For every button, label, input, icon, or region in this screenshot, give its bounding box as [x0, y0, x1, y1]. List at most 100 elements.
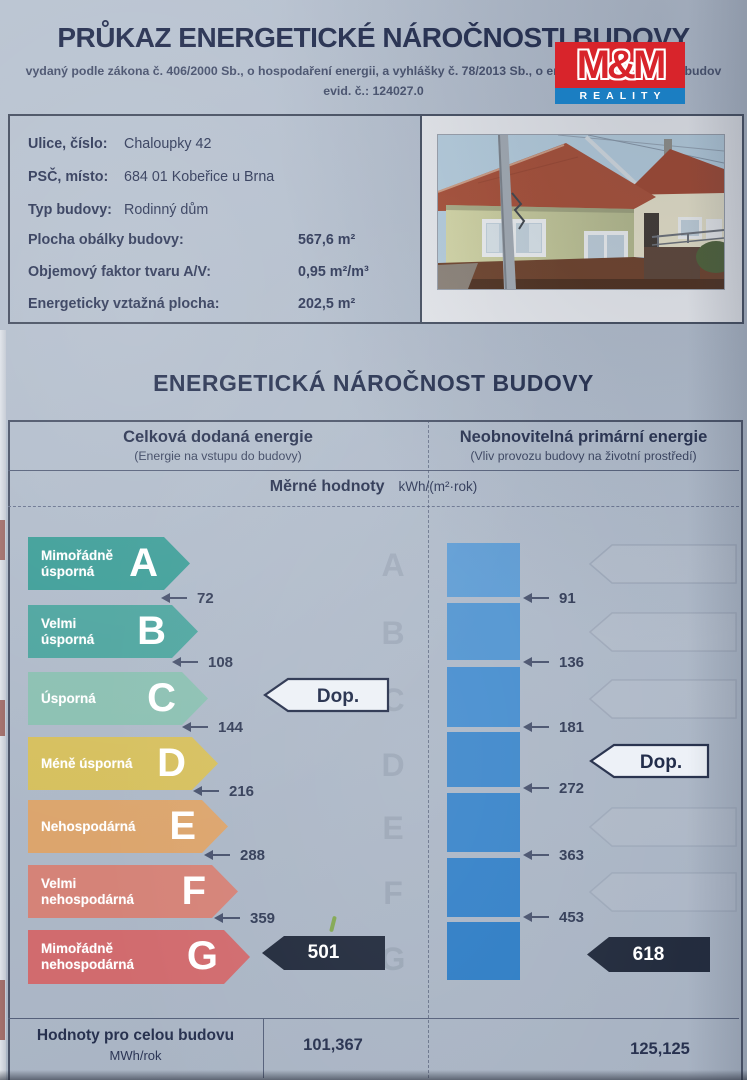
door	[644, 213, 659, 249]
info-row: Objemový faktor tvaru A/V: 0,95 m²/m³	[28, 264, 369, 280]
right-column-title: Neobnovitelná primární energie	[459, 428, 708, 446]
right-column-subtitle: (Vliv provozu budovy na životní prostřed…	[470, 449, 697, 463]
ghost-letter-d: D	[381, 747, 405, 783]
right-bar-e	[447, 793, 520, 852]
left-threshold-tick: 359	[214, 910, 275, 927]
column-divider-dashed	[428, 420, 429, 1078]
units-row: Měrné hodnoty kWh/(m²·rok)	[8, 478, 739, 496]
band-label: Úsporná	[41, 690, 96, 706]
left-arrow-icon	[214, 913, 240, 923]
chimney	[664, 139, 672, 155]
building-info-box: Ulice, číslo: Chaloupky 42 PSČ, místo: 6…	[8, 114, 422, 324]
ghost-arrow	[588, 679, 737, 719]
band-label: Mimořádně nehospodárná	[41, 941, 135, 972]
left-threshold-tick: 72	[161, 590, 214, 607]
mm-reality-logo: M&M REALITY	[555, 42, 685, 104]
edge-mark	[0, 980, 5, 1040]
band-letter-f: F	[181, 868, 206, 913]
left-arrow-icon	[523, 593, 549, 603]
band-label: Nehospodárná	[41, 818, 136, 834]
right-threshold-tick: 181	[523, 719, 584, 736]
band-letter-e: E	[169, 803, 196, 848]
value-indicator-right: 618	[587, 937, 710, 972]
left-arrow-icon	[523, 783, 549, 793]
main-roof	[438, 143, 656, 211]
energy-band-d: Méně úsporná D	[28, 737, 218, 790]
footer-divider	[263, 1018, 264, 1078]
divider	[8, 470, 739, 471]
divider	[8, 1018, 739, 1019]
band-letter-a: A	[129, 540, 158, 585]
left-threshold-tick: 288	[204, 847, 265, 864]
energy-band-c: Úsporná C	[28, 672, 208, 725]
recommended-arrow-right: Dop.	[589, 743, 710, 779]
pole-bracket	[511, 192, 526, 230]
edge-mark	[0, 700, 5, 736]
right-bar-b	[447, 603, 520, 660]
document-subtitle: vydaný podle zákona č. 406/2000 Sb., o h…	[25, 64, 722, 78]
left-arrow-icon	[161, 593, 187, 603]
band-letter-d: D	[157, 740, 186, 785]
divider-dashed	[8, 506, 739, 507]
recommended-arrow-left: Dop.	[263, 677, 390, 713]
document-evidence-number: evid. č.: 124027.0	[323, 84, 424, 98]
right-threshold-tick: 453	[523, 909, 584, 926]
svg-text:Dop.: Dop.	[640, 752, 682, 773]
band-label: Mimořádně úsporná	[41, 547, 114, 579]
value-indicator-left: 501	[262, 936, 385, 970]
footer-label: Hodnoty pro celou budovu	[36, 1027, 235, 1044]
footer-left-value: 101,367	[303, 1036, 363, 1054]
left-arrow-icon	[193, 786, 219, 796]
right-bar-f	[447, 858, 520, 917]
utility-pole	[498, 135, 516, 289]
footer-unit: MWh/rok	[109, 1048, 162, 1063]
logo-blue-bar: REALITY	[555, 88, 685, 104]
logo-mm-text: M&M	[576, 43, 667, 87]
building-photo	[437, 134, 725, 290]
right-bar-g	[447, 922, 520, 980]
ghost-arrow	[588, 872, 737, 912]
info-row: PSČ, místo: 684 01 Kobeřice u Brna	[28, 169, 275, 185]
energy-band-b: Velmi úsporná B	[28, 605, 198, 658]
right-bar-a	[447, 543, 520, 597]
left-arrow-icon	[182, 722, 208, 732]
svg-text:Dop.: Dop.	[317, 686, 359, 707]
ghost-letter-e: E	[382, 810, 404, 846]
band-label: Velmi úsporná	[41, 615, 95, 647]
energy-band-f: Velmi nehospodárná F	[28, 865, 238, 918]
energy-table-border	[8, 420, 743, 1080]
ghost-arrow	[588, 612, 737, 652]
info-row: Energeticky vztažná plocha: 202,5 m²	[28, 296, 356, 312]
band-label: Méně úsporná	[41, 755, 133, 771]
units-value: kWh/(m²·rok)	[398, 479, 478, 494]
band-letter-b: B	[137, 608, 166, 653]
left-arrow-icon	[523, 722, 549, 732]
right-threshold-tick: 363	[523, 847, 584, 864]
info-row: Ulice, číslo: Chaloupky 42	[28, 136, 212, 152]
ghost-letter-a: A	[381, 547, 405, 583]
ghost-arrow	[588, 807, 737, 847]
info-row: Typ budovy: Rodinný dům	[28, 202, 209, 218]
left-column-title: Celková dodaná energie	[123, 428, 313, 446]
left-threshold-tick: 216	[193, 783, 254, 800]
rear-roof	[624, 149, 724, 195]
right-threshold-tick: 272	[523, 780, 584, 797]
left-arrow-icon	[172, 657, 198, 667]
left-column-subtitle: (Energie na vstupu do budovy)	[134, 449, 302, 463]
energy-band-a: Mimořádně úsporná A	[28, 537, 190, 590]
energy-band-g: Mimořádně nehospodárná G	[28, 930, 250, 984]
right-threshold-tick: 91	[523, 590, 576, 607]
left-arrow-icon	[204, 850, 230, 860]
ghost-letter-b: B	[381, 615, 405, 651]
ghost-letter-f: F	[383, 875, 403, 911]
bush	[696, 241, 724, 273]
band-letter-g: G	[186, 934, 218, 979]
ghost-arrow	[588, 544, 737, 584]
energy-band-e: Nehospodárná E	[28, 800, 228, 853]
left-arrow-icon	[523, 912, 549, 922]
left-arrow-icon	[523, 657, 549, 667]
footer-right-value: 125,125	[630, 1040, 690, 1058]
right-bar-c	[447, 667, 520, 727]
right-threshold-tick: 136	[523, 654, 584, 671]
